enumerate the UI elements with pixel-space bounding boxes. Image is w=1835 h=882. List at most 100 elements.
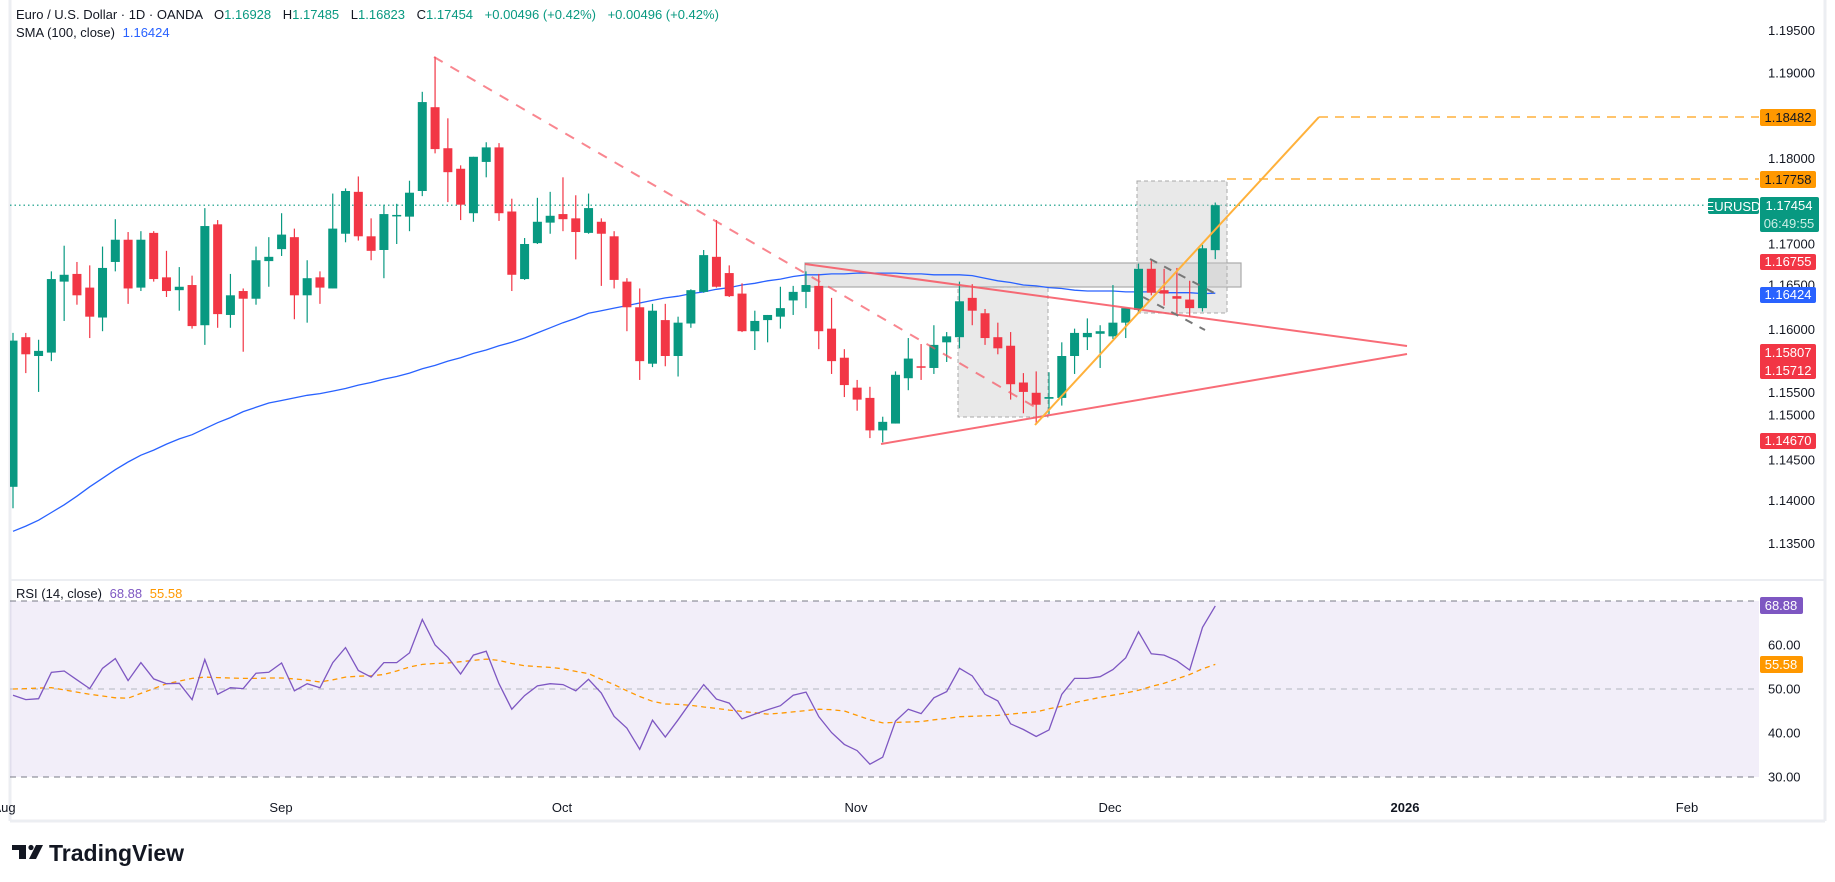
candle-body (187, 285, 197, 327)
sma-line (12, 272, 1216, 532)
open-label: O (214, 7, 224, 22)
svg-text:55.58: 55.58 (1765, 657, 1798, 672)
candle-body (1121, 308, 1131, 323)
high-label: H (283, 7, 292, 22)
symbol-tag: EURUSD (1706, 198, 1760, 214)
candle (443, 118, 453, 203)
candle-body (520, 244, 530, 280)
price-tick-label: 1.16000 (1768, 322, 1815, 337)
candle-body (839, 357, 849, 386)
candle (571, 195, 581, 260)
candle (187, 275, 197, 329)
price-pane[interactable] (9, 56, 1760, 532)
candle (724, 265, 734, 298)
candle-body (34, 350, 44, 357)
candle-body (46, 279, 56, 353)
dashed-downtrend-line (433, 56, 1041, 411)
price-axis[interactable]: 1.195001.190001.180001.170001.165001.160… (1768, 23, 1815, 551)
candle (1197, 244, 1207, 312)
candle (315, 271, 325, 304)
candle-body (532, 221, 542, 244)
candle-body (1159, 290, 1169, 294)
rsi-axis[interactable]: 60.00 50.00 40.00 30.00 (1768, 638, 1801, 785)
tradingview-logo-text: TradingView (49, 840, 184, 866)
flag-upper-line (1149, 258, 1219, 296)
candle (404, 180, 414, 232)
candle (558, 177, 568, 232)
triangle-lower-line (880, 353, 1408, 445)
candle-body (763, 314, 773, 321)
candle-body (72, 273, 82, 296)
time-tick-label: Nov (844, 800, 868, 815)
candle (481, 142, 491, 178)
candle-body (558, 214, 568, 220)
candle-body (1210, 205, 1220, 251)
candle (468, 156, 478, 222)
candle-body (788, 291, 798, 301)
price-tick-label: 1.15000 (1768, 408, 1815, 423)
candle-body (468, 156, 478, 214)
sma-value: 1.16424 (123, 25, 170, 40)
candle-body (417, 102, 427, 191)
candle (494, 143, 504, 221)
candle-body (21, 337, 31, 355)
price-tick-label: 1.13500 (1768, 536, 1815, 551)
candle-body (110, 239, 120, 262)
flag-lower-line (1142, 296, 1206, 331)
candle (596, 218, 606, 286)
candle (891, 371, 901, 424)
price-label-level-a: 1.16755 (1760, 254, 1816, 270)
candle-body (584, 208, 594, 233)
candle-body (149, 232, 159, 280)
time-axis[interactable]: Aug Sep Oct Nov Dec 2026 Feb (0, 800, 1698, 815)
candle-body (993, 337, 1003, 349)
candle-body (750, 320, 760, 332)
candle-body (967, 297, 977, 311)
candle (328, 193, 338, 289)
candle-body (277, 234, 287, 250)
candle (814, 273, 824, 350)
candle-body (161, 277, 171, 292)
candle (520, 238, 530, 280)
candle (353, 176, 363, 241)
candle (417, 91, 427, 197)
candle (72, 261, 82, 305)
legend-rsi[interactable]: RSI (14, close) 68.88 55.58 (16, 586, 182, 601)
candle (584, 193, 594, 234)
change-value: +0.00496 (+0.42%) (485, 7, 596, 22)
candle (1031, 371, 1041, 423)
candle-body (315, 277, 325, 288)
candle (954, 281, 964, 349)
candle-body (596, 221, 606, 234)
candle (648, 303, 657, 368)
candle-body (711, 256, 721, 287)
candle (98, 246, 108, 332)
candle (942, 332, 952, 362)
svg-text:1.16424: 1.16424 (1765, 287, 1812, 302)
time-tick-label: Aug (0, 800, 16, 815)
rsi-legend-label: RSI (14, close) (16, 586, 102, 601)
candle-body (1070, 332, 1080, 357)
candle (1018, 373, 1028, 414)
price-tick-label: 1.19000 (1768, 66, 1815, 81)
candle-body (123, 239, 133, 289)
candle-body (878, 421, 888, 431)
high-value: 1.17485 (292, 7, 339, 22)
rsi-pane[interactable] (10, 600, 1759, 778)
svg-text:68.88: 68.88 (1765, 598, 1798, 613)
candle-body (609, 236, 619, 280)
candle-body (699, 255, 709, 292)
candle-body (225, 295, 235, 315)
candle-body (174, 286, 184, 291)
candle (775, 286, 785, 329)
tradingview-logo[interactable]: TradingView (12, 840, 184, 866)
rsi-axis-ma-label: 55.58 (1760, 656, 1803, 673)
candle (1095, 325, 1105, 368)
candle-body (481, 147, 491, 162)
candle (1006, 332, 1016, 400)
candle-body (954, 301, 964, 338)
legend-sma[interactable]: SMA (100, close) 1.16424 (16, 25, 170, 40)
svg-text:1.16755: 1.16755 (1765, 254, 1812, 269)
low-value: 1.16823 (358, 7, 405, 22)
